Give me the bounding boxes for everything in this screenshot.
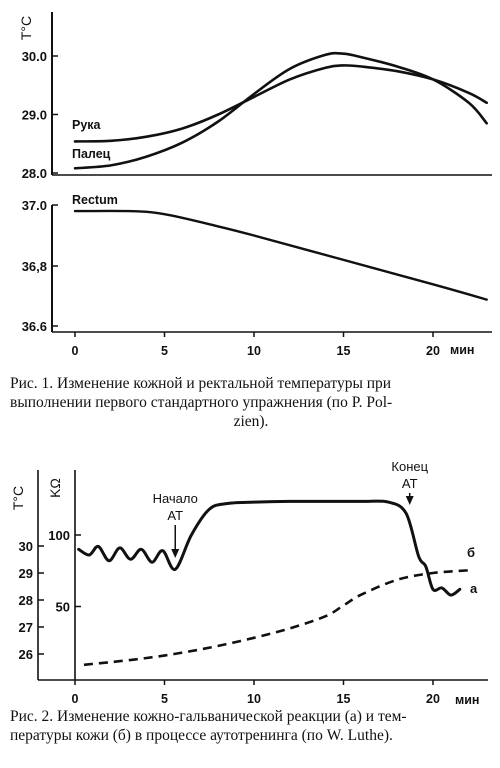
upper-y-tick-label: 29.0 — [22, 108, 47, 123]
figure-2-caption: Рис. 2. Изменение кожно-гальванической р… — [10, 707, 492, 745]
caption-2-line-2: пературы кожи (б) в процессе аутотренинг… — [10, 727, 393, 744]
lower-y-tick-label: 37.0 — [22, 198, 47, 213]
figure-1-chart: 30.0 29.0 28.0 37.0 36,8 36.6 0 5 10 15 20 T°C Р… — [18, 12, 492, 358]
fig2-x-tick-label: 20 — [426, 692, 440, 706]
x-axis-label: мин — [450, 343, 474, 357]
annotation-arrow-head — [405, 496, 414, 505]
annotation-label: Начало — [153, 491, 198, 506]
fig2-right-tick-label: 100 — [48, 528, 70, 543]
fig2-annotations: Начало AT Конец AT — [153, 459, 429, 558]
upper-y-tick-label: 30.0 — [22, 49, 47, 64]
figure-2-chart: 30 29 28 27 26 100 50 0 5 10 15 20 Начало AT Конец A… — [10, 459, 488, 707]
series-label-palets: Палец — [72, 147, 111, 161]
caption-1-line-3: zien). — [233, 413, 269, 430]
fig2-x-tick-label: 0 — [72, 692, 79, 706]
series-label-b: б — [467, 545, 475, 560]
figure-1-caption: Рис. 1. Изменение кожной и ректальной те… — [10, 374, 492, 431]
fig2-x-axis-label: мин — [455, 693, 479, 707]
fig2-left-tick-label: 26 — [19, 647, 33, 662]
fig2-right-tick-label: 50 — [56, 600, 70, 615]
fig2-series-lines — [77, 499, 469, 667]
x-tick-label: 20 — [426, 344, 440, 358]
lower-y-tick-label: 36,8 — [22, 259, 47, 274]
x-tick-label: 0 — [72, 344, 79, 358]
annotation-arrow-head — [171, 549, 180, 558]
x-tick-label: 15 — [337, 344, 351, 358]
series-line-b — [83, 569, 469, 667]
annotation-label-2: AT — [167, 508, 183, 523]
x-tick-label: 10 — [247, 344, 261, 358]
series-line-a — [77, 499, 462, 597]
annotation-label: Конец — [391, 459, 428, 474]
annotation-label-2: AT — [402, 476, 418, 491]
caption-1-line-1: Рис. 1. Изменение кожной и ректальной те… — [10, 375, 392, 392]
fig2-right-y-label: KΩ — [47, 478, 63, 498]
upper-y-tick-label: 28.0 — [22, 166, 47, 181]
upper-y-label: T°C — [18, 16, 34, 40]
lower-y-tick-label: 36.6 — [22, 319, 47, 334]
x-tick-label: 5 — [161, 344, 168, 358]
series-line-rectum — [73, 209, 488, 301]
series-lines — [73, 51, 488, 301]
upper-y-ticks: 30.0 29.0 28.0 — [22, 49, 58, 181]
fig2-left-tick-label: 29 — [19, 566, 33, 581]
series-label-ruka: Рука — [72, 118, 102, 132]
fig2-left-ticks: 30 29 28 27 26 — [19, 539, 44, 662]
fig2-x-ticks: 0 5 10 15 20 — [72, 680, 440, 706]
caption-2-line-1: Рис. 2. Изменение кожно-гальванической р… — [10, 708, 407, 725]
fig2-left-tick-label: 30 — [19, 539, 33, 554]
fig2-left-tick-label: 28 — [19, 593, 33, 608]
series-label-rectum: Rectum — [72, 193, 118, 207]
series-label-a: а — [470, 581, 478, 596]
caption-1-line-2: выполнении первого стандартного упражнен… — [10, 394, 393, 411]
fig2-left-y-label: T°C — [10, 486, 26, 510]
fig2-x-tick-label: 5 — [161, 692, 168, 706]
lower-y-ticks: 37.0 36,8 36.6 — [22, 198, 58, 334]
fig2-x-tick-label: 10 — [247, 692, 261, 706]
x-ticks: 0 5 10 15 20 — [72, 332, 440, 358]
series-line-palets — [73, 51, 488, 170]
fig2-left-tick-label: 27 — [19, 620, 33, 635]
fig2-right-ticks: 100 50 — [48, 528, 81, 615]
fig2-x-tick-label: 15 — [337, 692, 351, 706]
